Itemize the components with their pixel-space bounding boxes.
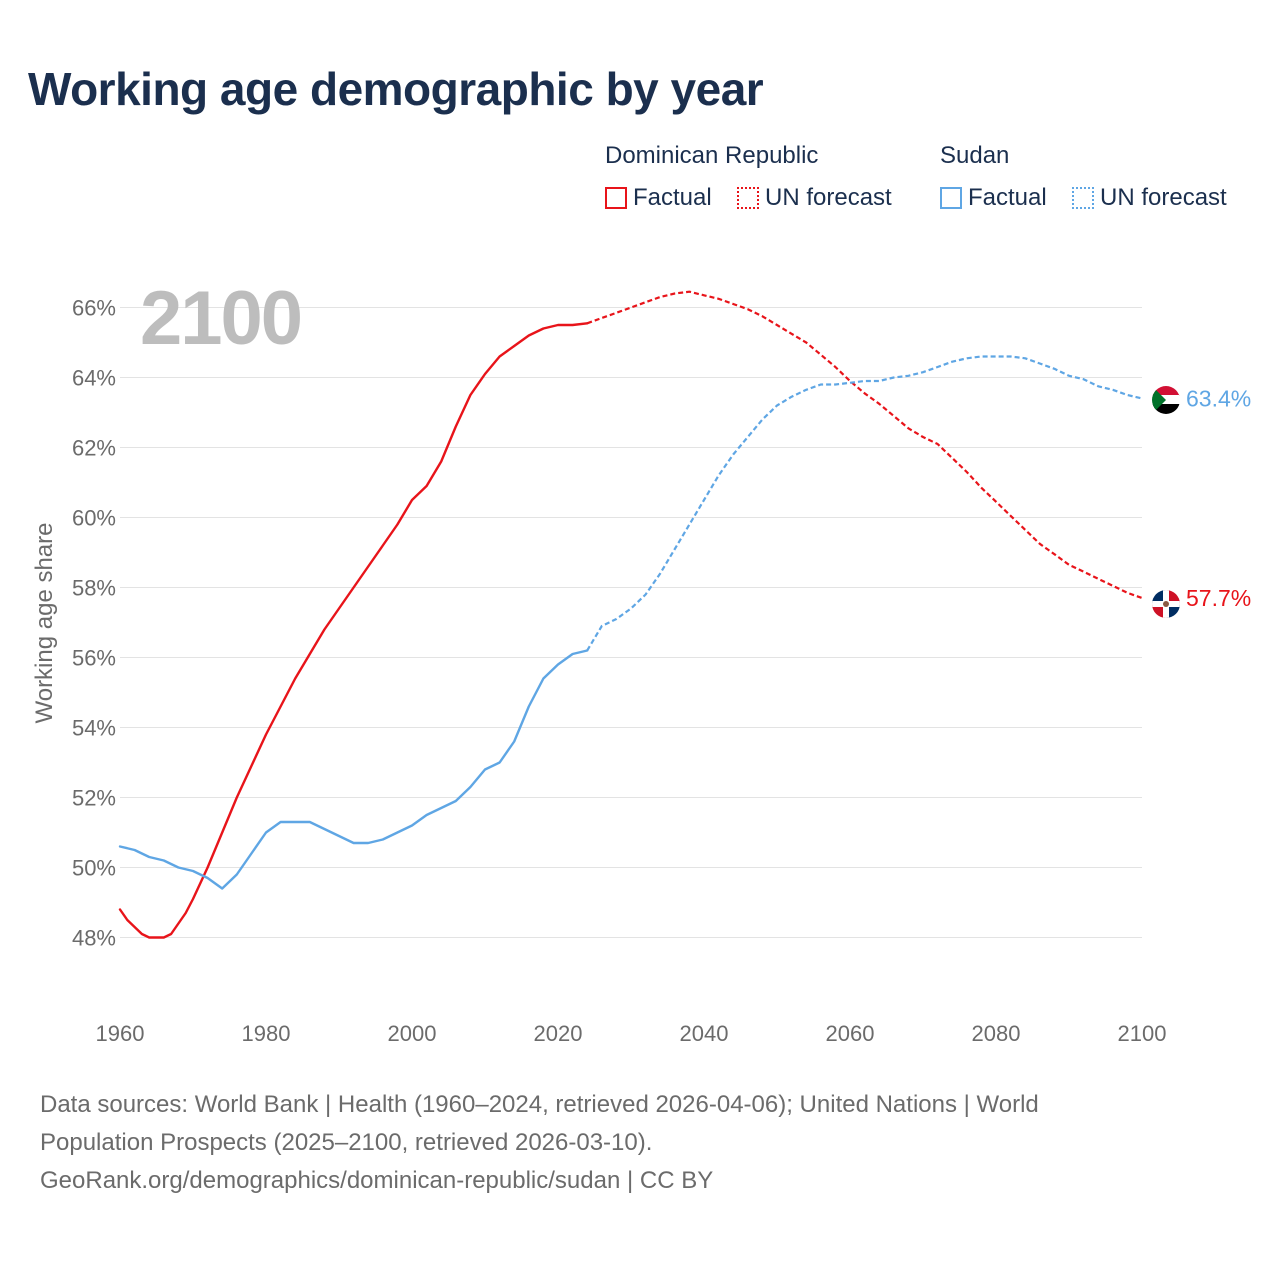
y-tick-label: 52%: [72, 786, 116, 811]
legend-group-name: Dominican Republic: [605, 142, 819, 169]
legend-item-factual[interactable]: Factual: [605, 184, 712, 212]
legend-item-un-forecast[interactable]: UN forecast: [737, 184, 892, 212]
x-tick-label: 2040: [680, 1021, 729, 1046]
y-tick-label: 62%: [72, 436, 116, 461]
source-line-1: Data sources: World Bank | Health (1960–…: [40, 1091, 1039, 1118]
x-axis: 1960 1980 2000 2020 2040 2060 2080 2100: [96, 1021, 1167, 1046]
y-axis-label: Working age share: [31, 523, 58, 724]
x-tick-label: 2000: [388, 1021, 437, 1046]
x-tick-label: 1960: [96, 1021, 145, 1046]
forecast-line: [586, 355, 1143, 652]
factual-line: [118, 649, 589, 890]
sudan-flag-icon: [1152, 386, 1180, 414]
x-tick-label: 1980: [242, 1021, 291, 1046]
dominican-republic-flag-icon: [1152, 590, 1180, 618]
y-tick-label: 60%: [72, 506, 116, 531]
legend-swatch-dotted: [737, 187, 759, 209]
series-sudan: 63.4%: [118, 355, 1251, 890]
legend-item-un-forecast[interactable]: UN forecast: [1072, 184, 1227, 212]
y-tick-label: 64%: [72, 366, 116, 391]
series-layer: 57.7% 63.4%: [118, 290, 1251, 939]
legend-label: UN forecast: [765, 184, 892, 211]
end-value-label: 57.7%: [1186, 585, 1251, 611]
y-tick-label: 66%: [72, 296, 116, 321]
y-axis: 48% 50% 52% 54% 56% 58% 60% 62% 64% 66%: [72, 296, 116, 951]
x-tick-label: 2020: [534, 1021, 583, 1046]
y-tick-label: 56%: [72, 646, 116, 671]
source-note: Data sources: World Bank | Health (1960–…: [40, 1086, 1240, 1200]
line-chart: 48% 50% 52% 54% 56% 58% 60% 62% 64% 66% 1960 1980 2…: [31, 290, 1251, 1046]
y-tick-label: 50%: [72, 856, 116, 881]
gridlines: [120, 307, 1142, 938]
factual-line: [118, 322, 589, 939]
y-tick-label: 48%: [72, 926, 116, 951]
source-line-3: GeoRank.org/demographics/dominican-repub…: [40, 1167, 714, 1194]
legend-label: Factual: [968, 184, 1047, 211]
x-tick-label: 2100: [1118, 1021, 1167, 1046]
y-tick-label: 54%: [72, 716, 116, 741]
end-value-label: 63.4%: [1186, 386, 1251, 412]
legend-swatch-solid: [940, 187, 962, 209]
chart-title: Working age demographic by year: [28, 63, 764, 115]
x-tick-label: 2080: [972, 1021, 1021, 1046]
series-dominican-republic: 57.7%: [118, 290, 1251, 939]
legend-label: Factual: [633, 184, 712, 211]
year-watermark: 2100: [140, 276, 303, 361]
source-line-2: Population Prospects (2025–2100, retriev…: [40, 1129, 653, 1156]
legend-swatch-dotted: [1072, 187, 1094, 209]
legend-swatch-solid: [605, 187, 627, 209]
forecast-line: [586, 290, 1143, 600]
legend-group-name: Sudan: [940, 142, 1010, 169]
legend-label: UN forecast: [1100, 184, 1227, 211]
x-tick-label: 2060: [826, 1021, 875, 1046]
y-tick-label: 58%: [72, 576, 116, 601]
legend-item-factual[interactable]: Factual: [940, 184, 1047, 212]
